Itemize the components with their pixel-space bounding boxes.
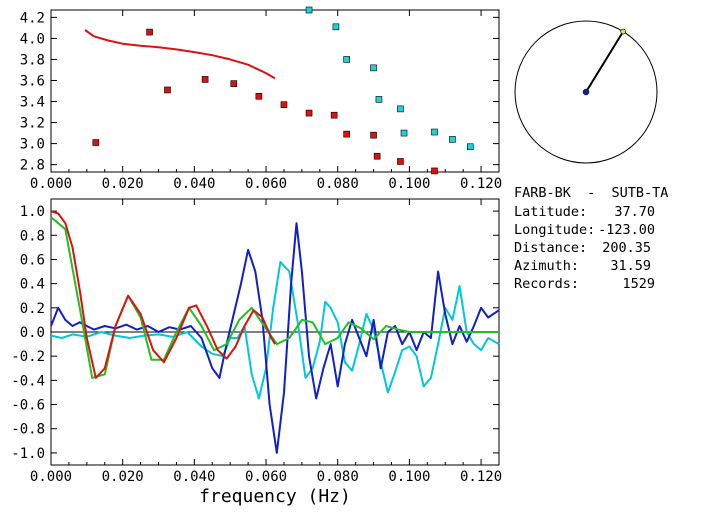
top-marker [164,86,171,94]
top-marker [400,129,408,137]
bottom-x-tick-label: 0.020 [102,469,144,485]
top-marker [146,28,153,36]
top-x-tick-label: 0.020 [102,176,144,192]
bottom-panel: 0.000 0.020 0.040 0.060 0.080 0.100 0.120 1.0 0.… [11,198,502,507]
top-x-tick-label: 0.000 [30,176,72,192]
top-marker [343,130,350,138]
top-marker [370,131,377,139]
polar-circle [514,20,658,164]
azimuth-value: 31.59 [610,258,651,274]
station-origin-marker [582,88,590,96]
top-marker [397,158,404,165]
top-marker [370,64,377,72]
distance-value: 200.35 [602,240,651,256]
bottom-y-tick-label: -0.6 [11,398,45,414]
top-marker [373,152,381,160]
top-y-tick-label: 3.6 [20,73,45,89]
top-y-tick-label: 4.0 [20,31,45,47]
bottom-series-line-0 [50,260,500,400]
records-value: 1529 [622,276,655,292]
station-target-marker [620,28,626,35]
records-label: Records: [514,276,580,292]
top-y-tick-label: 3.2 [20,116,45,132]
top-x-tick-label: 0.080 [317,176,359,192]
azimuth-polar-plot [514,20,658,164]
bottom-y-tick-label: -0.4 [11,373,45,389]
top-marker [431,167,438,175]
top-marker [467,143,474,151]
bottom-y-tick-label: -0.8 [11,422,45,438]
bottom-x-tick-label: 0.000 [30,469,72,485]
station-pair-label: FARB-BK - SUTB-TA [514,185,669,201]
top-x-tick-label: 0.060 [245,176,287,192]
top-marker [375,96,383,103]
top-marker [305,6,313,14]
bottom-x-tick-label: 0.080 [317,469,359,485]
top-marker [280,101,288,108]
distance-label: Distance: [514,240,588,256]
top-y-tick-label: 3.4 [20,95,45,111]
top-y-tick-label: 3.8 [20,52,45,68]
bottom-y-tick-label: -0.2 [11,349,45,365]
bottom-x-tick-label: 0.040 [173,469,215,485]
longitude-value: -123.00 [598,222,655,238]
bottom-y-tick-label: 0.2 [20,301,45,317]
bottom-y-tick-label: 0.8 [20,228,45,244]
top-marker [92,139,100,146]
top-marker [305,109,313,117]
bottom-x-tick-label: 0.100 [388,469,430,485]
bottom-x-axis-title: frequency (Hz) [199,486,351,507]
top-x-tick-label: 0.120 [460,176,502,192]
top-x-tick-label: 0.100 [388,176,430,192]
top-marker [449,136,456,143]
top-panel: 0.000 0.020 0.040 0.060 0.080 0.100 0.120 4.2 4.… [20,6,502,192]
longitude-label: Longitude: [514,222,596,238]
top-marker [230,80,238,87]
top-series-line-0 [84,29,276,80]
top-y-tick-label: 4.2 [20,10,45,26]
top-marker [431,128,438,136]
bottom-x-tick-label: 0.060 [245,469,287,485]
top-marker [330,111,338,119]
top-marker [332,23,340,31]
top-marker [201,76,209,83]
bottom-y-tick-label: 0.4 [20,277,45,293]
top-y-tick-label: 2.8 [20,158,45,174]
azimuth-label: Azimuth: [514,258,580,274]
latitude-value: 37.70 [614,204,655,220]
top-y-tick-label: 3.0 [20,137,45,153]
bottom-y-tick-label: -1.0 [11,446,45,462]
azimuth-line [585,30,625,93]
top-plot-frame [50,9,500,173]
top-marker [255,92,263,100]
top-marker [397,105,404,113]
bottom-x-tick-label: 0.120 [460,469,502,485]
bottom-y-tick-label: 0.6 [20,252,45,268]
bottom-y-tick-label: 0.0 [20,325,45,341]
top-x-tick-label: 0.040 [173,176,215,192]
bottom-series-line-3 [50,210,276,379]
latitude-label: Latitude: [514,204,588,220]
top-marker [343,56,350,63]
bottom-y-tick-label: 1.0 [20,204,45,220]
bottom-series-line-1 [50,222,500,454]
